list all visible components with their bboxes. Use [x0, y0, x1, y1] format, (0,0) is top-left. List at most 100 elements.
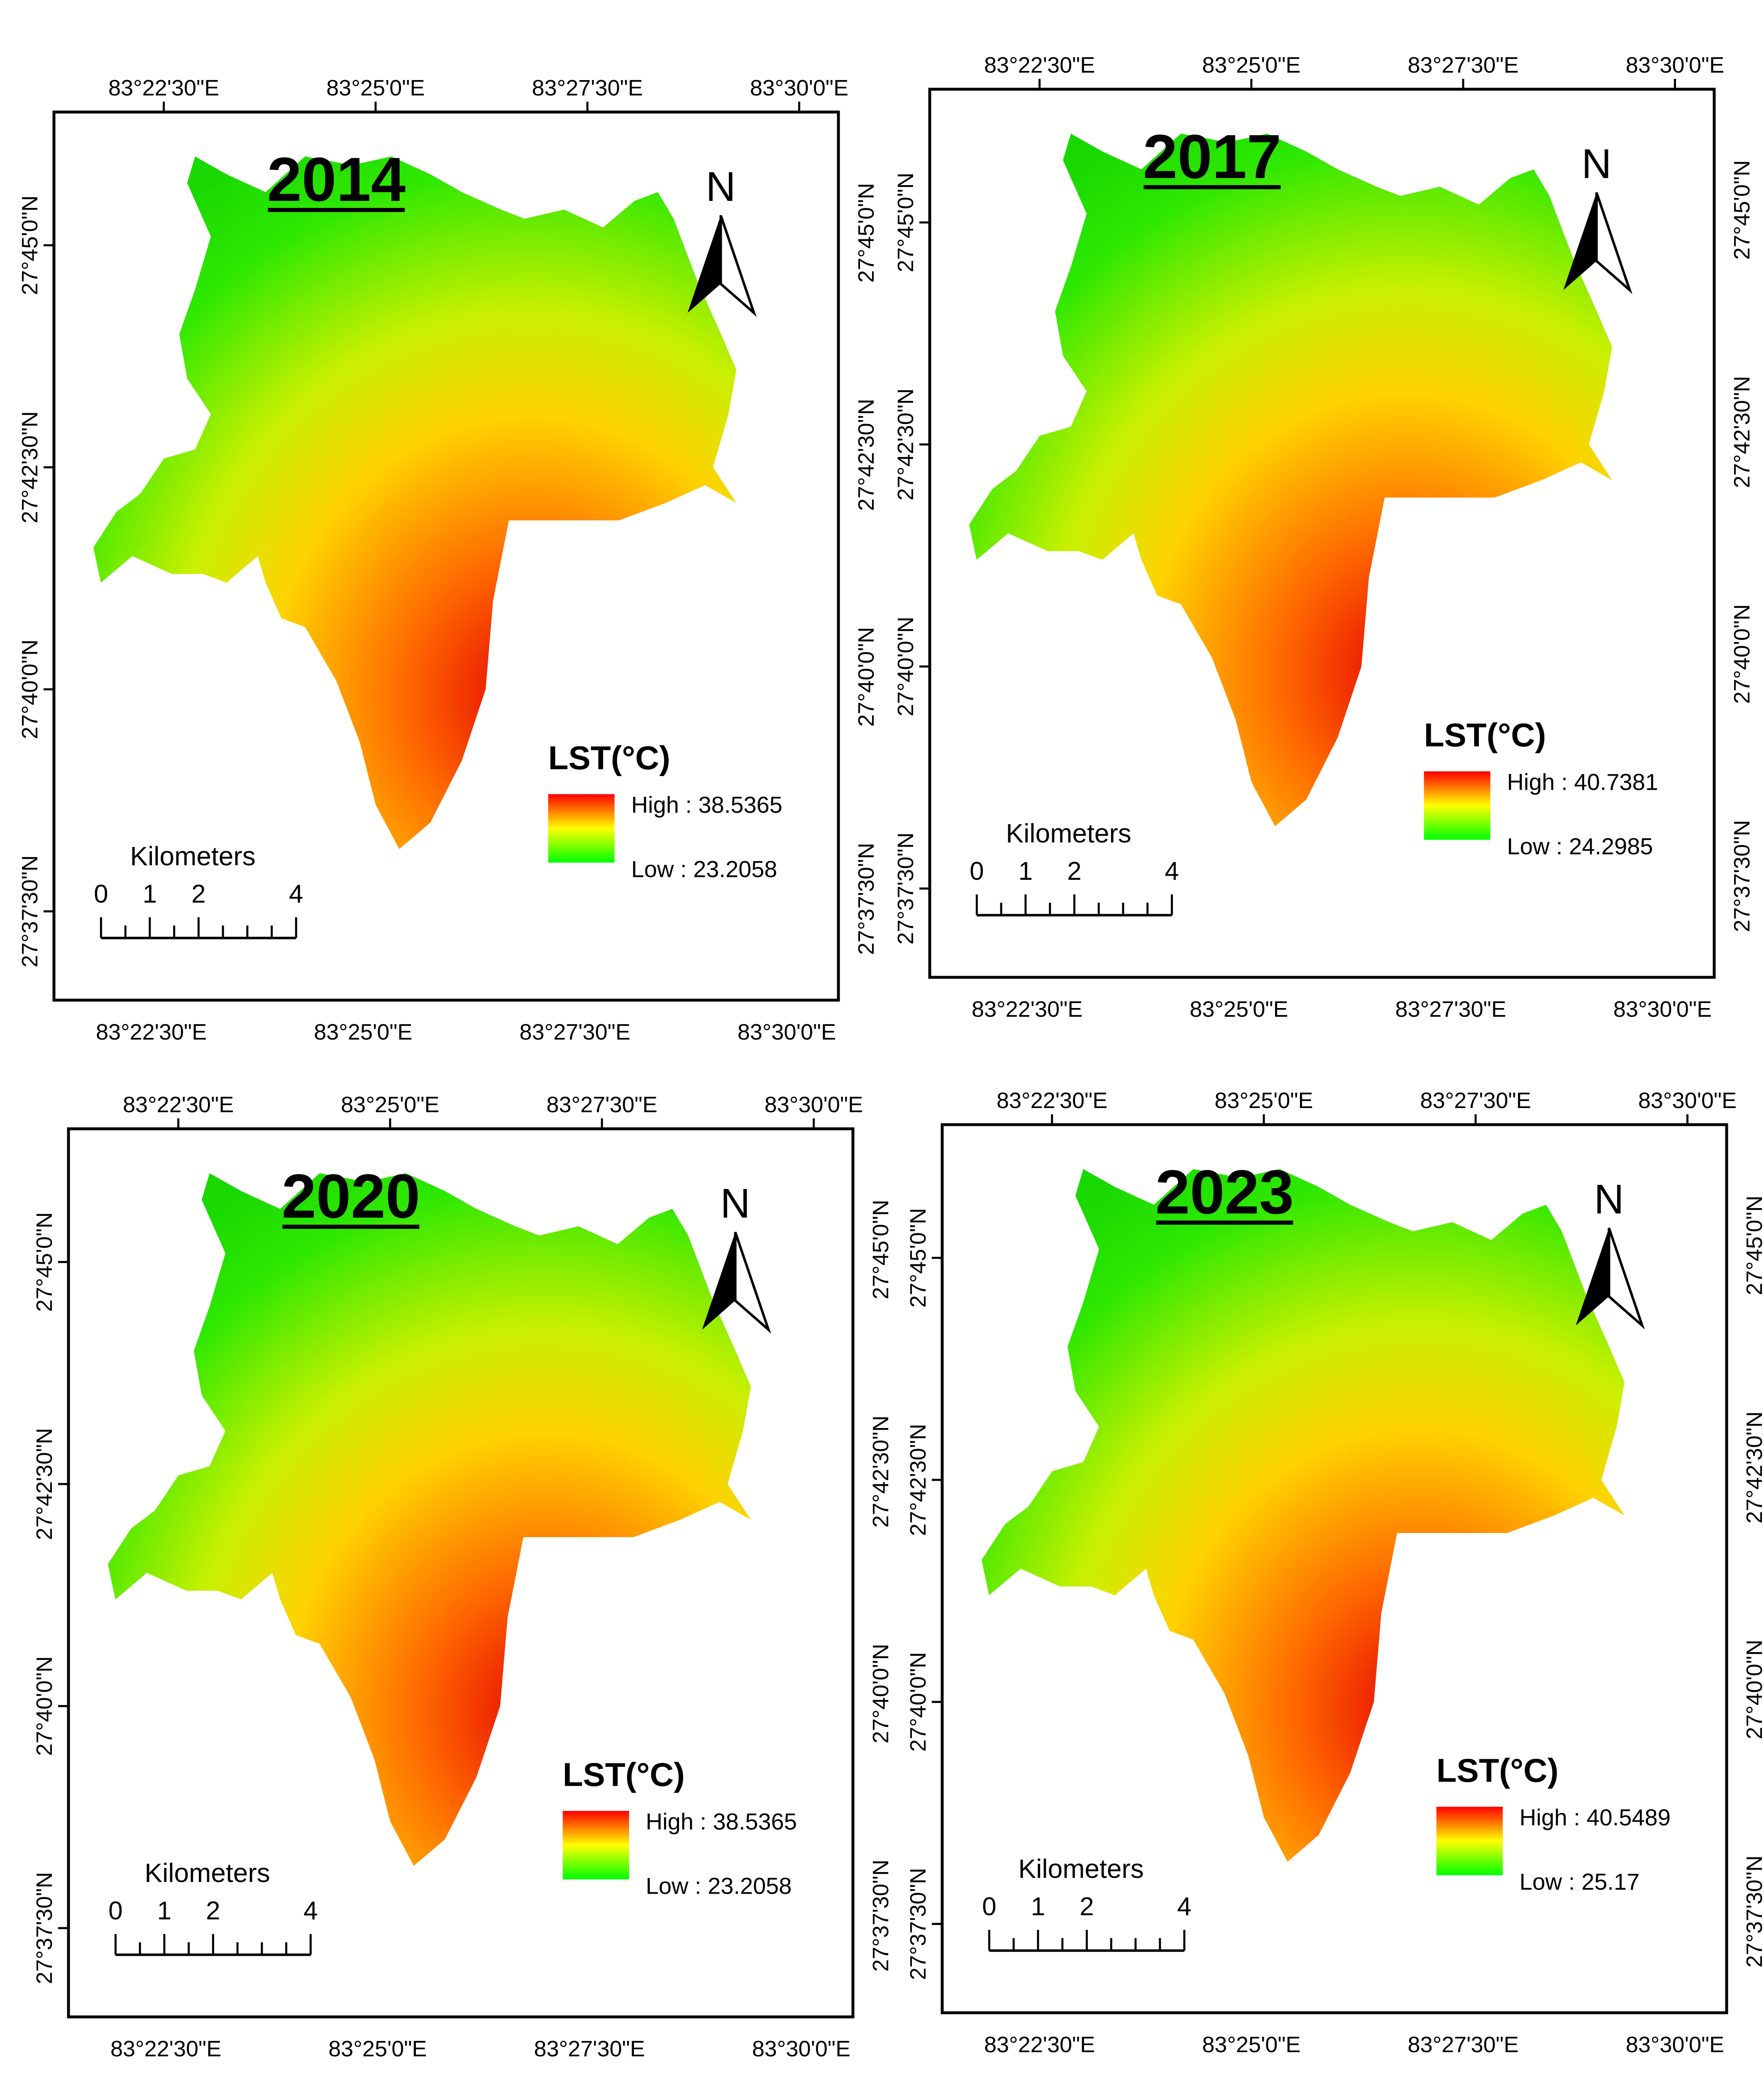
scale-title: Kilometers [1006, 818, 1131, 848]
lon-tick-bottom: 83°25'0"E [314, 1020, 412, 1045]
scale-bar [988, 1930, 1185, 1952]
legend-color-ramp [548, 794, 615, 863]
lon-tick-bottom: 83°25'0"E [1202, 2032, 1300, 2057]
lon-tick-bottom: 83°25'0"E [1190, 997, 1288, 1022]
scale-label-2: 2 [206, 1897, 220, 1925]
scale-label-1: 1 [143, 880, 157, 908]
lon-tick-bottom: 83°30'0"E [1626, 2032, 1724, 2057]
map-panel-2017: 2017 N LST(°C) High : 40.7381 Low : 24.2985 K… [893, 53, 1754, 1022]
north-label: N [1581, 141, 1611, 187]
lon-tick-bottom: 83°27'30"E [1395, 997, 1506, 1022]
scale-label-4: 4 [1165, 857, 1179, 886]
lon-tick-bottom: 83°27'30"E [534, 2036, 645, 2061]
lon-tick-bottom: 83°22'30"E [96, 1020, 207, 1045]
scale-label-2: 2 [191, 880, 205, 908]
map-frame [941, 1123, 1728, 2014]
lat-tick-right: 27°45'0"N [1742, 1196, 1764, 1295]
scale-label-4: 4 [289, 880, 303, 908]
lat-tick-right: 27°40'0"N [854, 627, 879, 727]
map-title: 2023 [1156, 1157, 1294, 1227]
lat-tick-right: 27°42'30"N [1730, 376, 1754, 488]
lon-tick-bottom: 83°27'30"E [1408, 2032, 1519, 2057]
lat-tick-right: 27°42'30"N [854, 399, 879, 511]
scale-bar [114, 1934, 312, 1956]
scale-label-4: 4 [1177, 1892, 1191, 1921]
lat-tick-right: 27°37'30"N [854, 843, 879, 955]
map-title: 2014 [267, 144, 406, 214]
legend-title: LST(°C) [1437, 1752, 1559, 1789]
lat-tick-left: 27°42'30"N [893, 388, 918, 500]
legend-low-label: Low : 23.2058 [631, 856, 777, 882]
scale-label-0: 0 [970, 857, 984, 886]
legend-title: LST(°C) [1424, 717, 1546, 754]
lon-tick-top: 83°27'30"E [1408, 53, 1519, 78]
lon-tick-top: 83°27'30"E [532, 76, 643, 100]
scale-label-0: 0 [108, 1897, 122, 1925]
lst-surface [93, 156, 736, 849]
map-title: 2020 [282, 1161, 420, 1231]
north-label: N [720, 1180, 750, 1227]
legend-high-label: High : 38.5365 [646, 1809, 797, 1835]
lon-tick-bottom: 83°30'0"E [1613, 997, 1712, 1022]
lon-tick-bottom: 83°22'30"E [110, 2036, 221, 2061]
lat-tick-right: 27°45'0"N [854, 183, 879, 283]
lst-surface [108, 1173, 751, 1866]
lon-tick-top: 83°25'0"E [1202, 53, 1300, 78]
lat-tick-left: 27°40'0"N [906, 1652, 931, 1752]
map-frame [52, 110, 840, 1002]
legend-high-label: High : 40.7381 [1507, 769, 1658, 795]
lat-tick-left: 27°42'30"N [17, 411, 42, 523]
lon-tick-top: 83°25'0"E [1214, 1088, 1313, 1113]
lon-tick-bottom: 83°25'0"E [328, 2036, 427, 2061]
lon-tick-bottom: 83°22'30"E [984, 2032, 1095, 2057]
lat-tick-left: 27°40'0"N [893, 617, 918, 716]
lon-tick-top: 83°30'0"E [750, 76, 848, 100]
scale-label-1: 1 [157, 1897, 171, 1925]
lat-tick-left: 27°40'0"N [17, 640, 42, 739]
scale-title: Kilometers [1018, 1854, 1143, 1884]
map-panel-2023: 2023 N LST(°C) High : 40.5489 Low : 25.17 Kil… [906, 1088, 1764, 2057]
north-label: N [706, 164, 735, 210]
scale-label-0: 0 [982, 1892, 996, 1921]
lon-tick-top: 83°22'30"E [997, 1088, 1107, 1113]
lat-tick-left: 27°45'0"N [32, 1212, 57, 1312]
lat-tick-right: 27°40'0"N [1742, 1640, 1764, 1739]
lon-tick-top: 83°22'30"E [108, 76, 219, 100]
lst-surface [982, 1169, 1625, 1862]
legend-high-label: High : 38.5365 [631, 792, 782, 818]
north-label: N [1594, 1176, 1624, 1223]
map-panel-2020: 2020 N LST(°C) High : 38.5365 Low : 23.2058 K… [32, 1092, 893, 2061]
lat-tick-right: 27°37'30"N [868, 1860, 893, 1972]
lat-tick-left: 27°42'30"N [906, 1424, 931, 1536]
scale-label-2: 2 [1067, 857, 1081, 886]
lat-tick-left: 27°37'30"N [32, 1872, 57, 1984]
lat-tick-left: 27°45'0"N [906, 1208, 931, 1308]
lon-tick-top: 83°27'30"E [1420, 1088, 1531, 1113]
scale-title: Kilometers [144, 1858, 270, 1888]
lat-tick-right: 27°40'0"N [1730, 604, 1754, 704]
legend-title: LST(°C) [563, 1756, 685, 1793]
lat-tick-left: 27°37'30"N [893, 832, 918, 945]
scale-label-0: 0 [94, 880, 108, 908]
lat-tick-left: 27°37'30"N [906, 1868, 931, 1980]
lat-tick-left: 27°40'0"N [32, 1656, 57, 1756]
lon-tick-bottom: 83°30'0"E [738, 1020, 836, 1045]
lon-tick-bottom: 83°22'30"E [972, 997, 1082, 1022]
legend-color-ramp [562, 1811, 629, 1880]
lon-tick-top: 83°30'0"E [765, 1092, 863, 1117]
scale-label-1: 1 [1031, 1892, 1045, 1921]
legend-low-label: Low : 23.2058 [646, 1873, 792, 1899]
lat-tick-left: 27°37'30"N [17, 855, 42, 967]
scale-label-4: 4 [303, 1897, 318, 1925]
north-arrow-icon [687, 215, 757, 317]
lon-tick-top: 83°22'30"E [984, 53, 1095, 78]
lat-tick-right: 27°42'30"N [868, 1416, 893, 1528]
legend-low-label: Low : 24.2985 [1507, 833, 1653, 859]
lon-tick-bottom: 83°27'30"E [520, 1020, 630, 1045]
lat-tick-right: 27°45'0"N [1730, 160, 1754, 260]
legend-title: LST(°C) [548, 740, 670, 776]
scale-title: Kilometers [130, 841, 255, 871]
north-arrow-icon [702, 1232, 771, 1334]
